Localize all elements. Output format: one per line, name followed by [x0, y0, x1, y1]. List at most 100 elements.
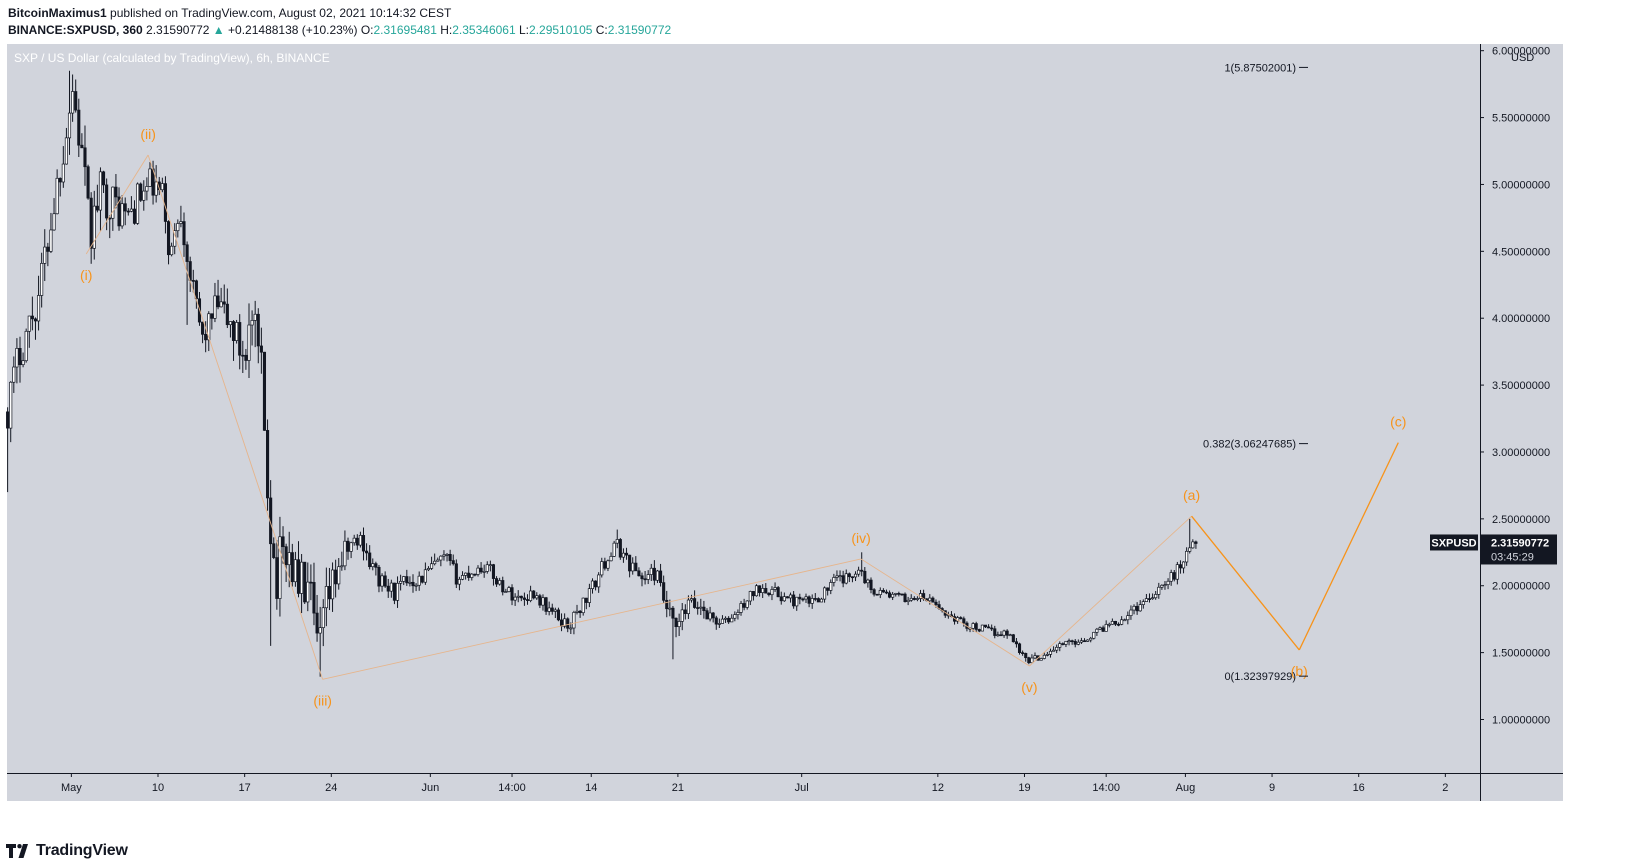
- symbol-tag-text: SXPUSD: [1431, 537, 1476, 549]
- plot-background[interactable]: [7, 44, 1480, 773]
- current-price-value: 2.31590772: [1491, 537, 1549, 549]
- wave-segment[interactable]: [860, 558, 1030, 667]
- candle-body: [145, 186, 149, 192]
- candle-countdown: 03:45:29: [1491, 551, 1534, 563]
- candle-body: [884, 591, 889, 594]
- wave-segment[interactable]: [1029, 515, 1192, 667]
- candle-body: [699, 606, 703, 609]
- candle-body: [377, 566, 381, 587]
- candle-body: [742, 603, 746, 608]
- candle-body: [891, 593, 895, 598]
- candle-body: [628, 554, 632, 572]
- candle-body: [572, 612, 576, 629]
- candle-body: [888, 592, 892, 598]
- candle-body: [686, 599, 690, 614]
- candle-body: [148, 168, 152, 187]
- candle-body: [906, 599, 910, 603]
- candle-body: [779, 596, 783, 602]
- candle-body: [912, 597, 916, 600]
- candle-body: [488, 564, 492, 566]
- wave-segment[interactable]: [147, 154, 324, 680]
- candle-body: [1058, 643, 1062, 648]
- price-chart[interactable]: SXP / US Dollar (calculated by TradingVi…: [0, 44, 1627, 836]
- candle-body: [460, 575, 465, 580]
- candle-body: [414, 584, 418, 587]
- projected-wave-segment[interactable]: [1298, 442, 1399, 651]
- fib-level-label: 0(1.32397929): [1224, 671, 1296, 683]
- candle-body: [194, 280, 198, 300]
- candle-body: [340, 565, 344, 568]
- candle-body: [1005, 630, 1009, 636]
- candle-body: [733, 614, 737, 619]
- candle-body: [541, 597, 545, 606]
- candle-body: [71, 91, 75, 114]
- candle-body: [1067, 640, 1071, 643]
- candle-body: [114, 186, 118, 198]
- wave-label: (a): [1183, 487, 1200, 503]
- candle-body: [136, 183, 140, 224]
- candle-body: [101, 171, 106, 186]
- candle-body: [689, 598, 694, 601]
- candle-body: [293, 559, 297, 583]
- candle-body: [717, 623, 721, 625]
- candle-body: [1002, 630, 1006, 636]
- candle-body: [529, 590, 533, 601]
- candle-body: [736, 612, 740, 615]
- wave-segment[interactable]: [322, 558, 862, 680]
- candle-body: [987, 626, 991, 629]
- candle-body: [748, 591, 752, 602]
- candle-body: [801, 598, 805, 601]
- candle-body: [495, 578, 499, 585]
- candle-body: [278, 536, 282, 599]
- candle-body: [553, 609, 557, 612]
- candle-body: [1089, 637, 1093, 641]
- candle-body: [563, 618, 567, 627]
- candle-body: [1194, 541, 1198, 544]
- candle-body: [464, 572, 468, 576]
- candle-body: [875, 593, 879, 596]
- time-axis[interactable]: [7, 773, 1563, 801]
- chart-header: BitcoinMaximus1 published on TradingView…: [0, 0, 1627, 44]
- candle-body: [643, 578, 647, 581]
- price-axis[interactable]: [1480, 44, 1563, 773]
- candle-body: [559, 619, 564, 627]
- candle-body: [216, 295, 220, 308]
- candle-body: [767, 592, 771, 596]
- candle-body: [306, 581, 310, 603]
- x-tick-label: 14:00: [1092, 782, 1120, 794]
- candle-body: [1126, 615, 1130, 621]
- candle-body: [139, 183, 143, 201]
- candle-body: [498, 580, 502, 585]
- candle-body: [433, 560, 437, 565]
- candle-body: [358, 535, 362, 546]
- candle-body: [207, 313, 211, 341]
- candle-body: [244, 354, 248, 361]
- candle-body: [213, 295, 217, 319]
- candle-body: [624, 552, 629, 556]
- candle-body: [123, 203, 127, 212]
- candle-body: [1101, 627, 1105, 632]
- candle-body: [974, 623, 978, 630]
- author-name[interactable]: BitcoinMaximus1: [8, 6, 107, 20]
- wave-label: (i): [80, 267, 92, 283]
- y-tick-label: 2.50000000: [1492, 514, 1550, 526]
- candle-body: [810, 598, 814, 604]
- chart-area[interactable]: SXP / US Dollar (calculated by TradingVi…: [0, 44, 1627, 836]
- footer: TradingView: [0, 836, 1627, 867]
- candle-body: [665, 599, 669, 610]
- last-price: 2.31590772: [146, 23, 210, 37]
- x-tick-label: 2: [1442, 782, 1448, 794]
- projected-wave-segment[interactable]: [1191, 515, 1300, 651]
- candle-body: [900, 593, 904, 596]
- candle-body: [1011, 634, 1015, 643]
- candle-body: [37, 295, 41, 322]
- candle-body: [327, 586, 332, 600]
- candle-body: [1073, 640, 1077, 645]
- tradingview-logo[interactable]: TradingView: [6, 842, 128, 860]
- candle-body: [745, 600, 749, 608]
- wave-segment[interactable]: [85, 154, 149, 255]
- y-tick-label: 1.00000000: [1492, 714, 1550, 726]
- candle-body: [1024, 653, 1028, 659]
- fib-level-label: 0.382(3.06247685): [1203, 439, 1296, 451]
- candle-body: [773, 587, 777, 590]
